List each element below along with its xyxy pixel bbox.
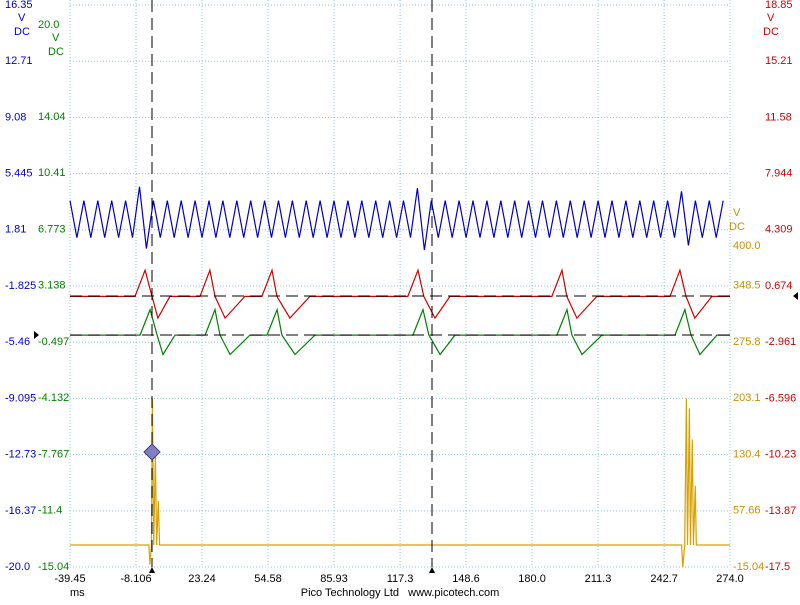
y-tick-label: 9.08 <box>5 111 26 123</box>
y-tick-label: -11.4 <box>38 505 62 517</box>
level-handle[interactable] <box>34 331 39 339</box>
axis-unit: V <box>733 207 741 219</box>
x-tick-label: 242.7 <box>650 573 678 585</box>
axis-unit: DC <box>763 26 779 38</box>
footer: Pico Technology Ltd www.picotech.com <box>301 587 500 599</box>
y-tick-label: -17.5 <box>765 561 790 573</box>
y-tick-label: 16.35 <box>5 0 33 11</box>
y-tick-label: -13.87 <box>765 505 796 517</box>
x-tick-label: 54.58 <box>254 573 282 585</box>
axis-unit: V <box>767 12 775 24</box>
y-tick-label: -10.23 <box>765 449 796 461</box>
y-tick-label: 14.04 <box>38 111 66 123</box>
y-tick-label: -16.37 <box>5 505 36 517</box>
y-tick-label: -15.04 <box>38 561 69 573</box>
y-tick-label: -20.0 <box>5 561 30 573</box>
axis-unit: DC <box>48 46 64 58</box>
level-handle[interactable] <box>793 292 798 300</box>
y-tick-label: 4.309 <box>765 224 793 236</box>
y-tick-label: 15.21 <box>765 55 793 67</box>
y-tick-label: 20.0 <box>38 19 59 31</box>
y-tick-label: -15.04 <box>733 561 764 573</box>
x-tick-label: 211.3 <box>585 573 612 585</box>
x-tick-label: 117.3 <box>387 573 414 585</box>
y-tick-label: 348.5 <box>733 280 761 292</box>
y-tick-label: 1.81 <box>5 224 26 236</box>
y-tick-label: 275.8 <box>733 336 761 348</box>
trace-line <box>69 186 724 251</box>
y-tick-label: -2.961 <box>765 336 796 348</box>
x-tick-label: -39.45 <box>54 573 85 585</box>
axis-unit: V <box>18 12 26 24</box>
y-tick-label: -0.497 <box>38 336 69 348</box>
y-tick-label: -12.73 <box>5 449 36 461</box>
trigger-marker[interactable] <box>143 443 161 461</box>
x-axis-label: ms <box>70 587 85 599</box>
y-tick-label: 7.944 <box>765 168 793 180</box>
axis-unit: DC <box>729 221 745 233</box>
cursor-handle[interactable] <box>429 567 435 573</box>
y-tick-label: 130.4 <box>733 448 761 460</box>
y-tick-label: 12.71 <box>5 55 33 67</box>
y-tick-label: 0.674 <box>765 280 793 292</box>
y-tick-label: -7.767 <box>38 448 69 460</box>
y-tick-label: 11.58 <box>765 111 792 123</box>
y-tick-label: 18.85 <box>765 0 793 11</box>
y-tick-label: -1.825 <box>5 280 36 292</box>
axis-unit: V <box>52 32 60 44</box>
y-tick-label: -6.596 <box>765 392 796 404</box>
y-tick-label: 5.445 <box>5 168 33 180</box>
x-tick-label: 85.93 <box>320 573 348 585</box>
y-tick-label: 203.1 <box>733 392 761 404</box>
grid <box>69 0 731 568</box>
cursor-handle[interactable] <box>149 567 155 573</box>
axis-unit: DC <box>14 26 30 38</box>
x-tick-label: 180.0 <box>518 573 546 585</box>
y-tick-label: -9.095 <box>5 392 36 404</box>
x-tick-label: 274.0 <box>716 573 744 585</box>
x-tick-label: -8.106 <box>120 573 151 585</box>
y-tick-label: -5.46 <box>5 336 30 348</box>
y-tick-label: -4.132 <box>38 392 69 404</box>
y-tick-label: 6.773 <box>38 224 66 236</box>
x-tick-label: 148.6 <box>452 573 480 585</box>
y-tick-label: 57.66 <box>733 505 761 517</box>
y-tick-label: 10.41 <box>38 167 66 179</box>
y-tick-label: 400.0 <box>733 240 761 252</box>
y-tick-label: 3.138 <box>38 280 66 292</box>
x-tick-label: 23.24 <box>188 573 216 585</box>
